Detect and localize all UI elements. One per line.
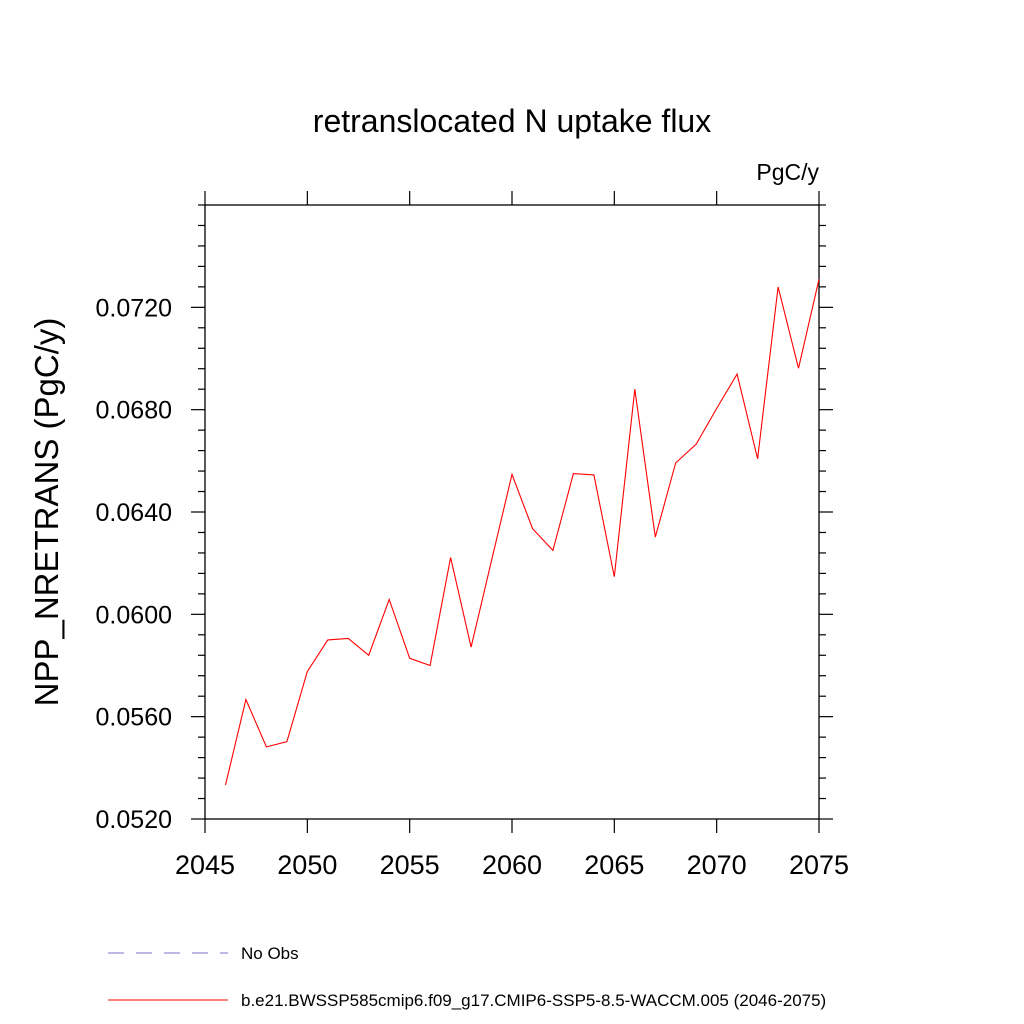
chart-title: retranslocated N uptake flux: [313, 103, 711, 139]
y-axis-label: NPP_NRETRANS (PgC/y): [28, 318, 65, 707]
x-tick-label: 2045: [175, 850, 235, 880]
y-tick-label: 0.0560: [96, 704, 172, 732]
x-tick-label: 2055: [380, 850, 440, 880]
x-tick-label: 2075: [789, 850, 849, 880]
x-tick-label: 2070: [687, 850, 747, 880]
units-label: PgC/y: [756, 159, 819, 185]
legend-label: No Obs: [241, 944, 299, 963]
series-layer: [224, 279, 820, 786]
axis-ticks: 2045 2050 2055 2060 2065 2070 2075 0.0520 0.0560…: [96, 191, 849, 880]
x-tick-label: 2050: [277, 850, 337, 880]
x-tick-label: 2060: [482, 850, 542, 880]
y-tick-label: 0.0520: [96, 806, 172, 834]
y-tick-label: 0.0600: [96, 601, 172, 629]
plot-frame: [204, 204, 820, 820]
series-line: [224, 279, 820, 786]
y-tick-label: 0.0680: [96, 397, 172, 425]
x-tick-label: 2065: [584, 850, 644, 880]
legend-label: b.e21.BWSSP585cmip6.f09_g17.CMIP6-SSP5-8…: [241, 991, 826, 1010]
y-tick-label: 0.0720: [96, 294, 172, 322]
legend: No Obs b.e21.BWSSP585cmip6.f09_g17.CMIP6-…: [108, 944, 826, 1010]
y-tick-label: 0.0640: [96, 499, 172, 527]
